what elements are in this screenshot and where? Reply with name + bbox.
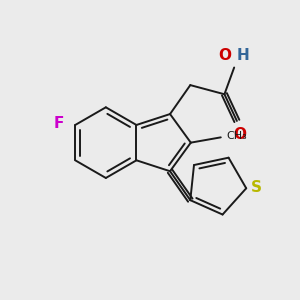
Text: O: O	[219, 48, 232, 63]
Text: CH₃: CH₃	[227, 131, 248, 141]
Text: S: S	[251, 180, 262, 195]
Text: H: H	[237, 48, 249, 63]
Text: O: O	[233, 127, 246, 142]
Text: F: F	[54, 116, 64, 131]
